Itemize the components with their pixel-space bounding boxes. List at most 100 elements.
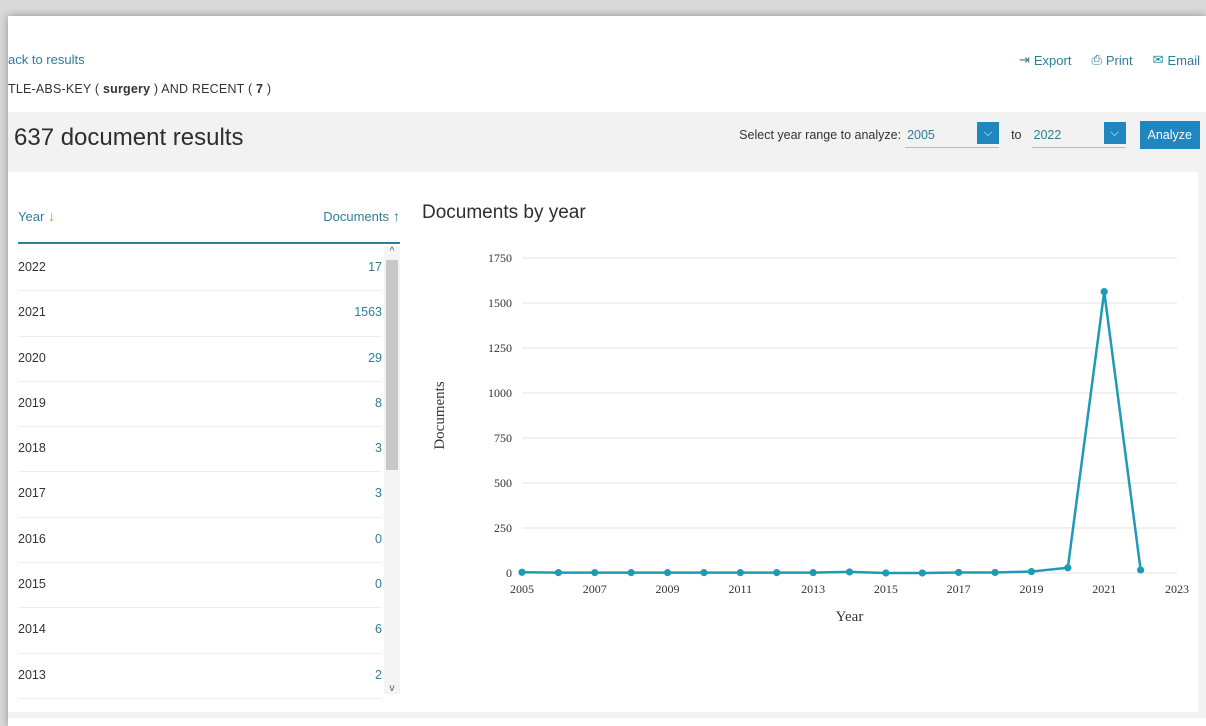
data-point	[700, 569, 708, 577]
x-tick-label: 2005	[510, 582, 534, 596]
row-year: 2021	[18, 305, 46, 320]
row-docs-link[interactable]: 0	[375, 531, 382, 546]
chevron-down-icon[interactable]: ⌵	[1103, 122, 1126, 144]
export-link[interactable]: ⇥ Export	[1019, 52, 1071, 68]
table-rows: 2022 17 2021 1563 2020 29 2019 8 2018 3 2017 3…	[18, 246, 382, 699]
chart-title: Documents by year	[422, 202, 586, 223]
data-point	[1027, 567, 1036, 576]
row-docs-link[interactable]: 2	[375, 667, 382, 682]
x-tick-label: 2007	[583, 582, 607, 596]
data-point	[591, 569, 599, 577]
x-axis-label: Year	[836, 609, 864, 625]
query-term: surgery	[102, 82, 151, 96]
documents-column-header[interactable]: Documents ↑	[323, 208, 400, 224]
table-row: 2015 0	[18, 563, 382, 609]
x-tick-label: 2023	[1165, 582, 1189, 596]
row-docs-link[interactable]: 0	[375, 577, 382, 592]
to-year-value: 2022	[1033, 127, 1062, 142]
query-prefix: TLE-ABS-KEY (	[8, 82, 103, 96]
analyze-button[interactable]: Analyze	[1139, 121, 1200, 149]
data-point	[1064, 564, 1072, 572]
table-row: 2020 29	[18, 337, 382, 382]
row-year: 2018	[18, 441, 46, 456]
results-bar: 637 document results Select year range t…	[8, 112, 1206, 168]
y-tick-labels: 0 250 500 750 1000 1250 1500 1750	[488, 251, 512, 580]
year-column-header[interactable]: Year ↓	[18, 208, 55, 224]
documents-table: Year ↓ Documents ↑ 2022 17 2021 1563 2020 2…	[18, 200, 400, 699]
data-point	[773, 569, 781, 577]
table-row: 2021 1563	[18, 291, 382, 337]
table-scrollbar[interactable]: ^ v	[384, 246, 400, 694]
x-tick-label: 2013	[801, 582, 825, 596]
row-year: 2016	[18, 531, 46, 546]
table-row: 2018 3	[18, 427, 382, 473]
x-tick-label: 2011	[729, 582, 753, 596]
data-point	[882, 569, 890, 577]
x-tick-label: 2015	[874, 582, 898, 596]
print-link[interactable]: ⎙ Print	[1091, 52, 1132, 68]
to-label: to	[1011, 128, 1022, 142]
back-to-results-link[interactable]: ack to results	[8, 52, 85, 67]
data-point	[955, 568, 963, 577]
row-docs-link[interactable]: 29	[368, 350, 382, 365]
x-tick-label: 2019	[1019, 582, 1043, 596]
data-point	[663, 569, 672, 577]
document-analysis-page: ack to results TLE-ABS-KEY ( surgery ) A…	[8, 16, 1206, 726]
y-tick-label: 1250	[488, 341, 512, 355]
row-year: 2020	[18, 350, 46, 365]
data-point	[736, 569, 744, 577]
analysis-panel: Year ↓ Documents ↑ 2022 17 2021 1563 2020 2…	[8, 172, 1198, 712]
y-tick-label: 750	[494, 431, 512, 445]
year-range-controls: Select year range to analyze: 2005 ⌵ to …	[739, 120, 1200, 150]
from-year-select[interactable]: 2005 ⌵	[905, 122, 1000, 148]
query-suffix: )	[263, 82, 272, 96]
table-row: 2013 2	[18, 654, 382, 699]
row-docs-link[interactable]: 6	[375, 622, 382, 637]
row-year: 2022	[18, 260, 46, 274]
row-docs-link[interactable]: 17	[368, 260, 382, 274]
table-row: 2019 8	[18, 382, 382, 428]
x-tick-labels: 2005 2007 2009 2011 2013 2015 2017 2019 2021 2023	[510, 582, 1189, 596]
y-axis-label: Documents	[432, 381, 448, 449]
chevron-down-icon[interactable]: ⌵	[977, 122, 1000, 144]
data-point	[918, 569, 926, 577]
from-year-value: 2005	[907, 127, 935, 142]
row-docs-link[interactable]: 8	[375, 395, 382, 410]
data-point	[518, 568, 526, 576]
print-icon: ⎙	[1091, 52, 1102, 67]
x-tick-label: 2021	[1092, 582, 1116, 596]
results-count: 637 document results	[14, 124, 244, 151]
table-header: Year ↓ Documents ↑	[18, 200, 400, 244]
series-line	[521, 291, 1142, 575]
scroll-up-icon[interactable]: ^	[389, 246, 395, 257]
email-link[interactable]: ✉ Email	[1153, 52, 1200, 68]
y-tick-label: 1000	[488, 386, 512, 400]
documents-header-label: Documents	[323, 208, 389, 224]
email-icon: ✉	[1152, 52, 1164, 67]
data-point	[1137, 566, 1145, 574]
data-point	[845, 568, 854, 576]
y-tick-label: 0	[506, 566, 512, 580]
year-header-label: Year	[18, 208, 45, 224]
row-docs-link[interactable]: 3	[375, 486, 382, 501]
year-range-label: Select year range to analyze:	[739, 128, 902, 142]
row-year: 2019	[18, 395, 46, 410]
row-docs-link[interactable]: 1563	[354, 305, 382, 320]
email-label: Email	[1167, 52, 1200, 68]
to-year-select[interactable]: 2022 ⌵	[1031, 122, 1126, 148]
y-tick-label: 1500	[488, 296, 512, 310]
scroll-down-icon[interactable]: v	[389, 683, 395, 694]
y-tick-label: 500	[494, 476, 512, 490]
x-tick-label: 2017	[947, 582, 971, 596]
query-recent: 7	[256, 82, 264, 96]
chart-gridlines	[522, 257, 1177, 574]
export-icon: ⇥	[1018, 52, 1030, 67]
data-points	[518, 288, 1145, 577]
row-docs-link[interactable]: 3	[375, 441, 382, 456]
data-point	[554, 569, 562, 577]
scroll-thumb[interactable]	[386, 260, 398, 470]
y-tick-label: 250	[494, 521, 512, 535]
sort-up-icon: ↑	[393, 208, 400, 224]
data-point	[627, 569, 635, 577]
